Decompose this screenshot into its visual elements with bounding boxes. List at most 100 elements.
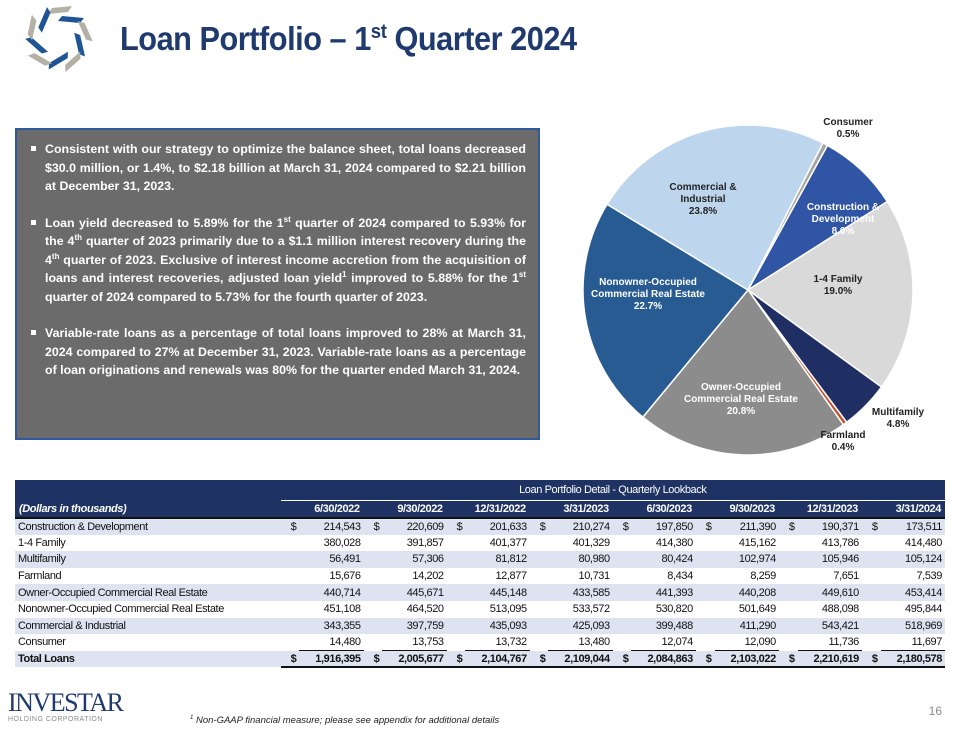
- investar-logo: INVESTAR HOLDING CORPORATION: [8, 688, 124, 724]
- currency-symbol: [281, 618, 300, 635]
- table-cell: 210,274: [572, 520, 610, 533]
- currency-symbol: [364, 551, 383, 568]
- currency-symbol: [696, 568, 715, 585]
- currency-symbol: [779, 618, 798, 635]
- table-row: Commercial & Industrial 343,355 397,759 435…: [15, 617, 945, 635]
- table-cell: 397,759: [406, 619, 444, 632]
- currency-symbol: [862, 601, 881, 618]
- currency-symbol: $: [622, 520, 629, 533]
- table-cell: 391,857: [406, 536, 444, 549]
- currency-symbol: $: [373, 520, 380, 533]
- currency-symbol: [281, 584, 300, 601]
- table-cell: 413,786: [821, 536, 859, 549]
- currency-symbol: [613, 618, 632, 635]
- currency-symbol: [530, 584, 549, 601]
- currency-symbol: [364, 535, 383, 552]
- currency-symbol: $: [778, 650, 798, 669]
- table-cell: 401,377: [489, 536, 527, 549]
- currency-symbol: [281, 634, 300, 651]
- row-label: 1-4 Family: [18, 536, 66, 549]
- table-row: Owner-Occupied Commercial Real Estate 440…: [15, 584, 945, 601]
- currency-symbol: $: [446, 650, 466, 669]
- column-header: 9/30/2022: [363, 500, 447, 519]
- table-cell: 80,980: [578, 553, 611, 566]
- loan-mix-pie-chart: Consumer 0.5% Construction & Development 8.0…: [582, 117, 925, 456]
- currency-symbol: [862, 618, 881, 635]
- table-cell: 488,098: [821, 603, 859, 616]
- currency-symbol: [779, 535, 798, 552]
- table-cell: 7,539: [916, 570, 942, 583]
- table-cell: 2,104,767: [465, 650, 530, 669]
- table-cell: 15,676: [329, 570, 361, 583]
- table-cell: 464,520: [406, 603, 444, 616]
- table-cell: 190,371: [821, 520, 859, 533]
- currency-symbol: $: [612, 650, 632, 669]
- table-cell: 440,714: [323, 586, 361, 599]
- table-cell: 13,753: [382, 634, 447, 652]
- currency-symbol: [281, 568, 300, 585]
- row-label: Construction & Development: [18, 520, 148, 533]
- table-cell: 14,480: [299, 634, 364, 652]
- row-label: Commercial & Industrial: [18, 619, 126, 632]
- currency-symbol: [364, 601, 383, 618]
- currency-symbol: [530, 601, 549, 618]
- table-cell: 57,306: [412, 553, 444, 566]
- table-cell: 440,208: [738, 586, 776, 599]
- currency-symbol: [530, 634, 549, 651]
- table-cell: 513,095: [489, 603, 527, 616]
- column-header: 3/31/2023: [529, 500, 613, 519]
- table-cell: 501,649: [738, 603, 776, 616]
- slice-label: Owner-Occupied Commercial Real Estate 20.8…: [684, 382, 798, 417]
- currency-symbol: [862, 535, 881, 552]
- slice-label: Construction & Development 8.0%: [807, 202, 879, 237]
- table-cell: 441,393: [655, 586, 693, 599]
- table-cell: 201,633: [489, 520, 527, 533]
- currency-symbol: [281, 551, 300, 568]
- currency-symbol: [447, 634, 466, 651]
- table-cell: 211,390: [739, 520, 777, 533]
- table-cell: 2,210,619: [797, 650, 862, 669]
- currency-symbol: [447, 601, 466, 618]
- column-header: 12/31/2023: [778, 500, 862, 519]
- slice-label: 1-4 Family 19.0%: [814, 274, 863, 297]
- table-cell: 12,074: [631, 634, 696, 652]
- table-group-header: Loan Portfolio Detail - Quarterly Lookba…: [280, 480, 945, 501]
- pie-slice: [582, 203, 750, 419]
- currency-symbol: [862, 634, 881, 651]
- table-cell: 453,414: [905, 586, 942, 599]
- table-cell: 11,697: [880, 634, 945, 652]
- currency-symbol: [281, 535, 300, 552]
- units-label: (Dollars in thousands): [15, 500, 281, 519]
- row-label: Multifamily: [18, 553, 66, 566]
- currency-symbol: [447, 618, 466, 635]
- table-cell: 435,093: [489, 619, 527, 632]
- currency-symbol: $: [539, 520, 546, 533]
- footnote: 1 Non-GAAP financial measure; please see…: [190, 715, 500, 727]
- row-label: Consumer: [18, 636, 66, 649]
- currency-symbol: [779, 601, 798, 618]
- currency-symbol: [530, 568, 549, 585]
- slice-label: Multifamily 4.8%: [872, 407, 925, 430]
- table-cell: 401,329: [572, 536, 610, 549]
- currency-symbol: [530, 618, 549, 635]
- column-header: 12/31/2022: [446, 500, 530, 519]
- table-cell: 543,421: [821, 619, 859, 632]
- table-cell: 530,820: [655, 603, 693, 616]
- table-cell: 12,877: [495, 570, 527, 583]
- table-cell: 7,651: [833, 570, 859, 583]
- table-cell: 2,084,863: [631, 650, 696, 669]
- currency-symbol: $: [705, 520, 712, 533]
- table-cell: 102,974: [738, 553, 776, 566]
- table-cell: 105,124: [905, 553, 942, 566]
- table-cell: 2,005,677: [382, 650, 447, 669]
- currency-symbol: $: [456, 520, 463, 533]
- currency-symbol: [447, 568, 466, 585]
- currency-symbol: [364, 568, 383, 585]
- currency-symbol: [281, 601, 300, 618]
- currency-symbol: [364, 634, 383, 651]
- currency-symbol: $: [363, 650, 383, 669]
- currency-symbol: $: [290, 520, 297, 533]
- row-label: Nonowner-Occupied Commercial Real Estate: [18, 603, 224, 616]
- currency-symbol: [613, 568, 632, 585]
- table-cell: 415,162: [738, 536, 776, 549]
